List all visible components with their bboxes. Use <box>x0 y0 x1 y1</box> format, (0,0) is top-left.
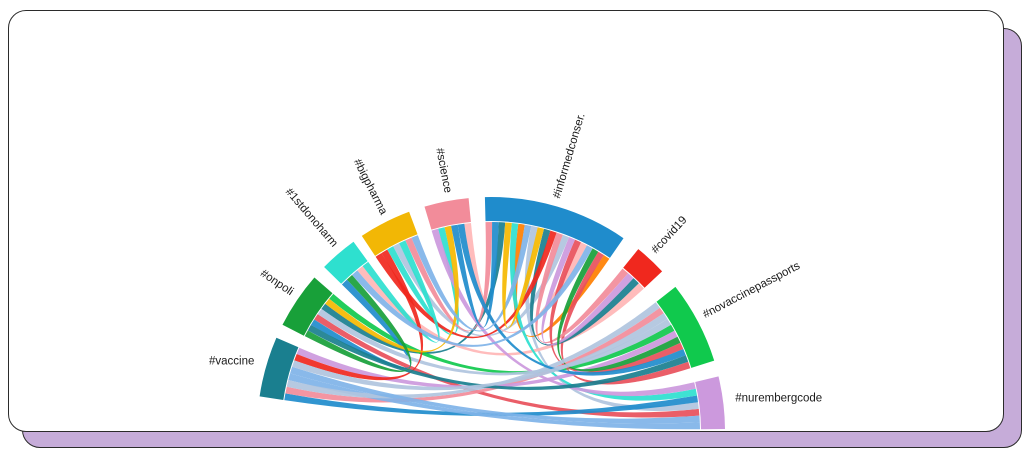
chord-ribbon <box>393 234 569 337</box>
chord-arcs <box>259 197 725 430</box>
group-label: #bigpharma <box>351 157 390 217</box>
chord-ribbon <box>411 224 532 332</box>
chord-ribbon <box>451 221 499 328</box>
chord-ribbon <box>502 222 544 329</box>
chord-arc <box>259 337 299 400</box>
diagram-card: #vaccine #onpoli #1stdonoharm #bigpharma #sc… <box>8 10 1004 432</box>
chord-arc <box>695 376 725 430</box>
group-label: #novaccinepassports <box>701 260 802 321</box>
group-label: #science <box>433 147 453 194</box>
chord-ribbon <box>362 240 440 343</box>
chord-ribbon <box>513 223 610 337</box>
group-label: #vaccine <box>209 355 254 367</box>
chord-ribbon <box>304 275 412 372</box>
chord-ribbon <box>535 232 629 344</box>
group-label: #1stdonoharm <box>283 186 340 250</box>
chord-arc <box>282 277 333 336</box>
group-label: #onpoli <box>258 267 295 298</box>
chord-ribbon <box>286 302 660 399</box>
chord-arc <box>361 211 418 256</box>
chord-diagram: #vaccine #onpoli #1stdonoharm #bigpharma #sc… <box>209 112 822 430</box>
chord-arc <box>484 197 624 258</box>
chord-ribbon <box>284 393 698 417</box>
group-label: #informedconser. <box>551 112 588 200</box>
chord-ribbon <box>457 223 686 376</box>
chord-ribbon <box>541 237 634 346</box>
chord-ribbon <box>285 307 664 403</box>
chord-ribbon <box>317 308 671 376</box>
group-label: #covid19 <box>649 214 689 256</box>
chord-ribbon <box>560 251 691 385</box>
chord-arc <box>656 286 715 368</box>
chord-ribbon <box>352 245 593 347</box>
chord-ribbon <box>288 373 700 430</box>
chord-arc <box>623 249 663 288</box>
chord-ribbon <box>290 366 700 424</box>
chord-arc <box>324 241 368 284</box>
chord-arc <box>424 198 471 230</box>
chord-ribbons <box>284 221 700 430</box>
chord-ribbon <box>375 230 557 339</box>
group-label: #nurembergcode <box>735 393 822 405</box>
